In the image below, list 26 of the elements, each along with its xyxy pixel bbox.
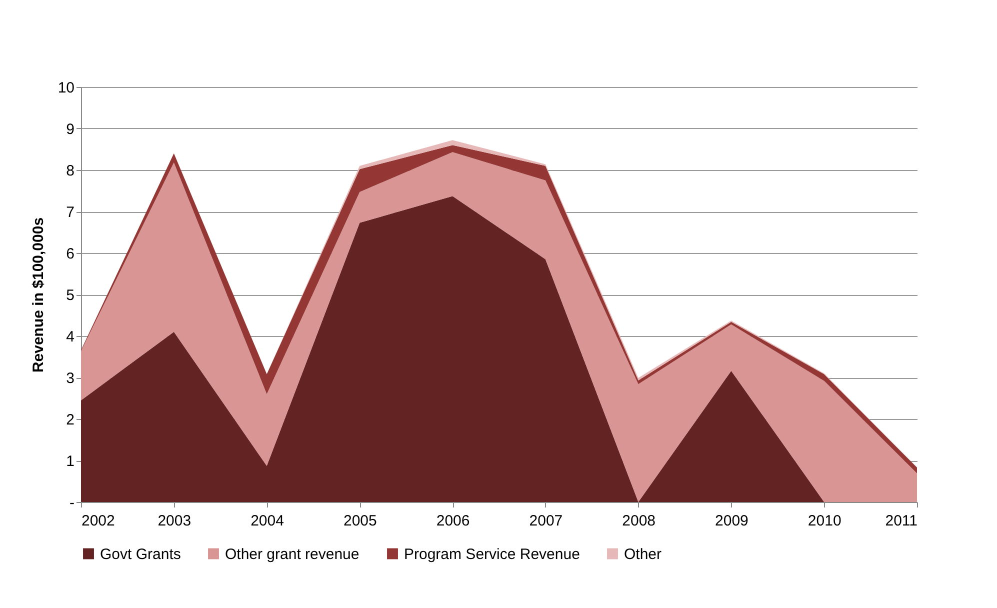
x-tick-label: 2008	[622, 512, 656, 530]
x-tick-label: 2011	[885, 512, 918, 530]
y-axis-title: Revenue in $100,000s	[30, 217, 47, 373]
legend-label: Other grant revenue	[225, 546, 360, 563]
y-tick-label: 1	[66, 453, 74, 470]
y-tick-label: 9	[66, 121, 74, 138]
x-tick-label: 2002	[82, 512, 115, 530]
y-tick-label: 7	[66, 204, 74, 221]
y-tick-label: 2	[66, 412, 74, 428]
x-tick-label: 2010	[808, 512, 842, 530]
x-tick-label: 2005	[343, 512, 377, 530]
y-tick-label: 4	[66, 328, 74, 346]
x-tick-label: 2007	[529, 512, 563, 530]
y-tick-label: 8	[66, 162, 74, 180]
y-tick-label: 3	[66, 370, 74, 387]
legend-label: Govt Grants	[100, 546, 181, 563]
y-tick-label: 6	[66, 246, 74, 262]
legend-label: Program Service Revenue	[404, 546, 580, 563]
x-tick-label: 2004	[250, 512, 284, 530]
y-tick-label: 5	[66, 287, 74, 304]
y-tick-label: -	[70, 494, 74, 512]
x-tick-label: 2006	[436, 512, 470, 530]
y-tick-label: 10	[58, 80, 74, 96]
x-tick-label: 2009	[715, 512, 748, 530]
legend-label: Other	[624, 546, 662, 563]
x-tick-label: 2003	[158, 512, 192, 530]
